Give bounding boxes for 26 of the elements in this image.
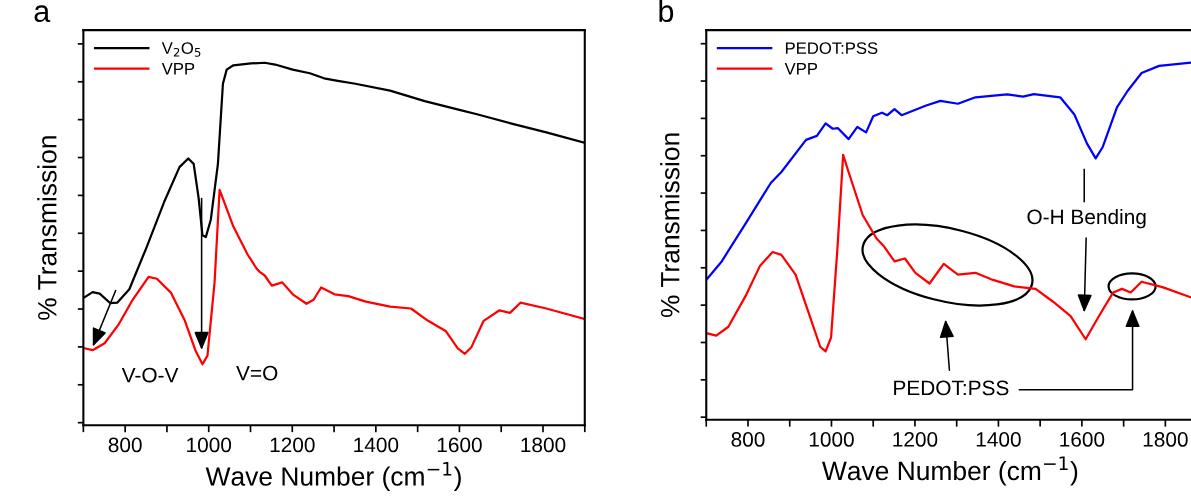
annotation: PEDOT:PSS [894,380,1009,396]
x-tick-label: 800 [108,437,142,453]
x-tick-label: 1200 [893,432,938,447]
chart-title: a [34,5,51,23]
y-axis-title: % Transmission [660,133,680,318]
x-tick-label: 1000 [809,432,854,447]
x-tick-label: 1400 [354,437,399,453]
y-axis-title: % Transmission [37,136,57,320]
x-tick-label: 1400 [976,432,1021,447]
x-tick-label: 1600 [1060,432,1105,447]
legend-label: PEDOT:PSS [785,42,878,55]
x-tick-label: 1800 [521,437,566,453]
annotation: O-H Bending [1027,208,1146,229]
x-tick-label: 1200 [270,437,315,453]
x-tick-label: 1800 [1143,432,1188,447]
x-tick-label: 1000 [187,437,232,453]
x-axis-title: Wave Number (cm$^{−1}$) [822,456,1078,486]
chart-title: b [659,0,674,23]
legend-label: VPP [161,62,195,75]
annotation: V=O [236,365,278,381]
x-axis-title: Wave Number (cm$^{−1}$) [205,461,461,492]
x-tick-label: 1600 [437,437,482,453]
x-tick-label: 800 [731,432,765,447]
legend-label: VPP [784,62,818,75]
legend-label: V$_{2}$O$_{5}$ [161,42,201,57]
annotation: V-O-V [121,367,179,383]
